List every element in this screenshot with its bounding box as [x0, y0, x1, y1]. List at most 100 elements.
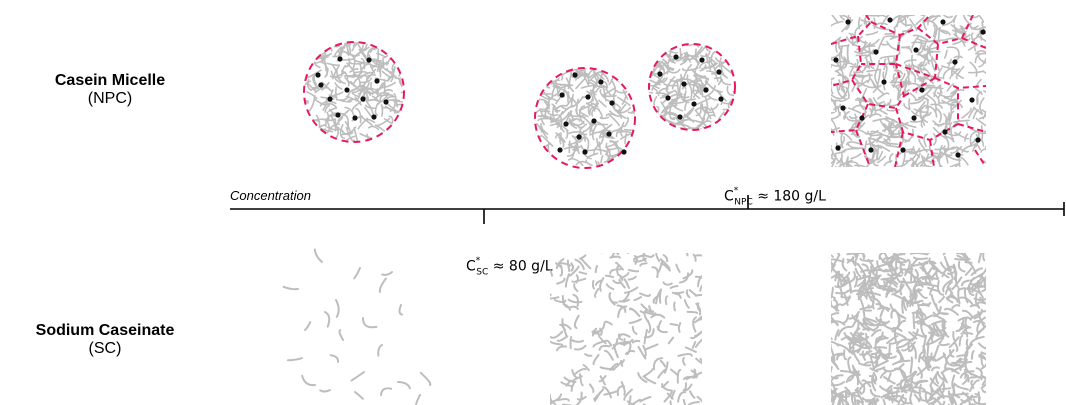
calcium-phosphate-nanocluster — [335, 112, 341, 118]
calcium-phosphate-nanocluster — [840, 105, 846, 111]
protein-strand — [673, 301, 676, 312]
protein-strand — [895, 258, 910, 264]
protein-strand — [835, 353, 845, 361]
protein-strand — [599, 327, 603, 336]
protein-strand — [599, 116, 610, 120]
protein-strand — [331, 91, 344, 97]
protein-strand — [692, 253, 697, 262]
protein-strand — [597, 333, 607, 345]
protein-strand — [863, 350, 873, 357]
protein-strand — [615, 125, 625, 138]
protein-strand — [854, 164, 867, 167]
protein-strand — [334, 46, 343, 57]
calcium-phosphate-nanocluster — [980, 29, 986, 35]
protein-strand — [706, 299, 712, 300]
protein-strand — [895, 347, 905, 361]
protein-strand — [643, 254, 655, 258]
protein-strand — [349, 42, 353, 46]
protein-strand — [346, 79, 357, 88]
protein-strand — [941, 321, 948, 335]
protein-strand — [876, 15, 880, 18]
protein-strand — [894, 331, 907, 340]
protein-strand — [883, 376, 896, 385]
protein-strand — [842, 313, 850, 324]
protein-strand — [899, 17, 912, 26]
protein-strand — [983, 130, 986, 133]
protein-strand — [550, 296, 560, 300]
protein-strand — [591, 102, 599, 117]
protein-strand — [660, 107, 669, 114]
protein-strand — [932, 133, 937, 146]
protein-strand — [609, 110, 621, 118]
protein-strand — [704, 106, 712, 120]
protein-strand — [879, 370, 888, 379]
protein-strand — [710, 124, 717, 130]
c-sc-label: C*SC ≈ 80 g/L — [466, 256, 553, 278]
protein-strand — [964, 368, 967, 380]
protein-strand — [909, 356, 914, 374]
protein-strand — [377, 93, 391, 97]
micelle-mid-left-boundary — [534, 67, 636, 169]
protein-strand — [831, 374, 844, 381]
protein-strand — [831, 315, 839, 326]
protein-strand — [662, 281, 673, 286]
protein-strand — [941, 99, 954, 107]
protein-strand — [838, 53, 842, 72]
protein-strand — [563, 146, 578, 152]
protein-strand — [831, 356, 836, 362]
protein-strand — [652, 357, 664, 371]
protein-strand — [628, 318, 642, 325]
protein-strand — [359, 132, 375, 140]
protein-strand — [981, 109, 986, 114]
protein-strand — [646, 319, 652, 334]
protein-strand — [960, 398, 970, 403]
protein-strand — [685, 375, 697, 381]
protein-strand — [911, 110, 919, 117]
protein-strand — [926, 15, 935, 22]
protein-strand — [963, 288, 969, 304]
protein-strand — [931, 270, 939, 281]
protein-strand — [896, 15, 901, 28]
protein-strand — [853, 68, 866, 74]
protein-strand — [831, 340, 840, 347]
protein-strand — [873, 102, 886, 112]
protein-strand — [624, 132, 628, 145]
protein-strand — [934, 123, 944, 126]
calcium-phosphate-nanocluster — [585, 94, 591, 100]
protein-strand — [949, 393, 958, 405]
protein-strand — [913, 393, 921, 403]
protein-strand — [599, 88, 605, 99]
protein-strand — [604, 274, 615, 279]
protein-strand — [352, 42, 357, 46]
protein-strand — [553, 299, 567, 304]
protein-strand — [695, 97, 712, 106]
calcium-phosphate-nanocluster — [975, 137, 981, 143]
protein-strand — [620, 121, 625, 137]
protein-strand — [857, 16, 861, 30]
protein-strand — [943, 113, 948, 123]
protein-strand — [948, 105, 953, 123]
protein-strand — [556, 335, 569, 342]
protein-strand — [932, 260, 936, 271]
protein-strand — [917, 290, 928, 300]
protein-strand — [555, 258, 565, 270]
protein-strand — [932, 24, 936, 38]
protein-strand — [837, 107, 841, 116]
protein-strand — [941, 387, 952, 390]
protein-strand — [338, 329, 344, 341]
protein-strand — [695, 104, 702, 117]
protein-strand — [614, 144, 623, 151]
protein-strand — [594, 279, 604, 286]
protein-strand — [856, 279, 865, 287]
protein-strand — [308, 94, 316, 112]
protein-strand — [380, 104, 384, 117]
protein-strand — [911, 71, 917, 83]
protein-strand — [387, 66, 396, 80]
protein-strand — [866, 274, 882, 279]
protein-strand — [981, 378, 986, 386]
protein-strand — [870, 296, 882, 310]
protein-strand — [667, 336, 675, 345]
protein-strand — [710, 103, 719, 111]
protein-strand — [690, 369, 699, 377]
micelle-jammed-boundaries — [831, 15, 986, 167]
